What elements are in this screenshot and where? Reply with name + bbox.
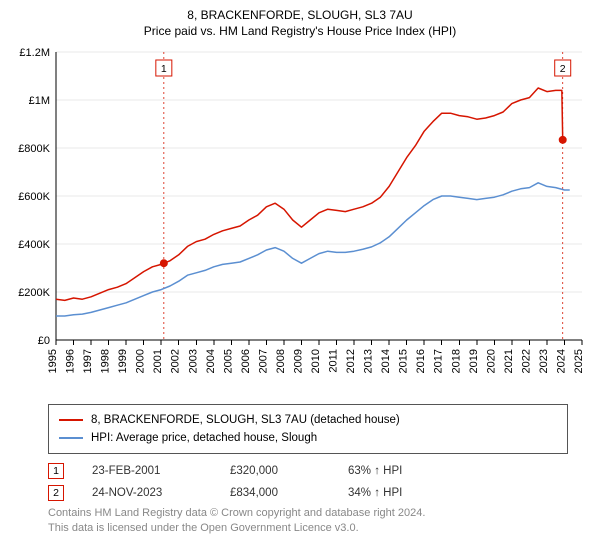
legend-swatch-2	[59, 437, 83, 439]
svg-text:2021: 2021	[503, 349, 515, 373]
svg-text:2012: 2012	[345, 349, 357, 373]
svg-text:£1M: £1M	[29, 95, 50, 107]
marker-pct-2: 34% ↑ HPI	[348, 487, 438, 499]
svg-text:£0: £0	[38, 335, 50, 347]
footnote: Contains HM Land Registry data © Crown c…	[48, 506, 588, 536]
svg-text:1: 1	[161, 63, 167, 75]
svg-text:2009: 2009	[292, 349, 304, 373]
svg-text:2014: 2014	[380, 349, 392, 373]
legend-label-2: HPI: Average price, detached house, Slou…	[91, 432, 317, 444]
legend-row-2: HPI: Average price, detached house, Slou…	[59, 429, 557, 447]
svg-text:2: 2	[560, 63, 566, 75]
chart-container: 8, BRACKENFORDE, SLOUGH, SL3 7AU Price p…	[0, 0, 600, 560]
svg-text:2001: 2001	[152, 349, 164, 373]
svg-text:1995: 1995	[47, 349, 59, 373]
svg-text:2000: 2000	[135, 349, 147, 373]
svg-text:2011: 2011	[328, 349, 340, 373]
svg-text:1997: 1997	[82, 349, 94, 373]
marker-date-2: 24-NOV-2023	[92, 487, 202, 499]
svg-text:2019: 2019	[468, 349, 480, 373]
svg-text:2016: 2016	[415, 349, 427, 373]
marker-price-2: £834,000	[230, 487, 320, 499]
svg-text:£200K: £200K	[18, 287, 50, 299]
svg-text:2013: 2013	[363, 349, 375, 373]
svg-text:2007: 2007	[257, 349, 269, 373]
svg-text:2022: 2022	[520, 349, 532, 373]
footnote-line-1: Contains HM Land Registry data © Crown c…	[48, 507, 425, 519]
svg-text:2025: 2025	[573, 349, 585, 373]
svg-text:£600K: £600K	[18, 191, 50, 203]
marker-badge-1: 1	[48, 463, 64, 479]
marker-badge-2: 2	[48, 485, 64, 501]
svg-text:1999: 1999	[117, 349, 129, 373]
svg-text:2006: 2006	[240, 349, 252, 373]
marker-date-1: 23-FEB-2001	[92, 465, 202, 477]
svg-text:2002: 2002	[170, 349, 182, 373]
svg-text:2017: 2017	[433, 349, 445, 373]
chart-title: 8, BRACKENFORDE, SLOUGH, SL3 7AU	[12, 8, 588, 22]
svg-text:1998: 1998	[100, 349, 112, 373]
svg-text:2024: 2024	[555, 349, 567, 373]
chart-area: £0 £200K £400K £600K £800K £1M £1.2M 1995 1996 19…	[12, 46, 588, 396]
svg-text:2018: 2018	[450, 349, 462, 373]
legend-row-1: 8, BRACKENFORDE, SLOUGH, SL3 7AU (detach…	[59, 411, 557, 429]
footnote-line-2: This data is licensed under the Open Gov…	[48, 522, 359, 534]
svg-text:£800K: £800K	[18, 143, 50, 155]
svg-text:2020: 2020	[485, 349, 497, 373]
svg-text:£400K: £400K	[18, 239, 50, 251]
svg-text:2010: 2010	[310, 349, 322, 373]
svg-text:2008: 2008	[275, 349, 287, 373]
marker-pct-1: 63% ↑ HPI	[348, 465, 438, 477]
svg-text:2005: 2005	[222, 349, 234, 373]
svg-text:2003: 2003	[187, 349, 199, 373]
legend-swatch-1	[59, 419, 83, 421]
svg-text:2023: 2023	[538, 349, 550, 373]
legend-label-1: 8, BRACKENFORDE, SLOUGH, SL3 7AU (detach…	[91, 414, 400, 426]
svg-text:2004: 2004	[205, 349, 217, 373]
marker-price-1: £320,000	[230, 465, 320, 477]
legend-box: 8, BRACKENFORDE, SLOUGH, SL3 7AU (detach…	[48, 404, 568, 454]
marker-row-1: 1 23-FEB-2001 £320,000 63% ↑ HPI	[48, 460, 568, 482]
svg-text:2015: 2015	[398, 349, 410, 373]
chart-svg: £0 £200K £400K £600K £800K £1M £1.2M 1995 1996 19…	[12, 46, 588, 396]
marker-table: 1 23-FEB-2001 £320,000 63% ↑ HPI 2 24-NO…	[48, 460, 568, 504]
marker-row-2: 2 24-NOV-2023 £834,000 34% ↑ HPI	[48, 482, 568, 504]
svg-text:1996: 1996	[65, 349, 77, 373]
svg-text:£1.2M: £1.2M	[19, 47, 50, 59]
chart-subtitle: Price paid vs. HM Land Registry's House …	[12, 24, 588, 38]
